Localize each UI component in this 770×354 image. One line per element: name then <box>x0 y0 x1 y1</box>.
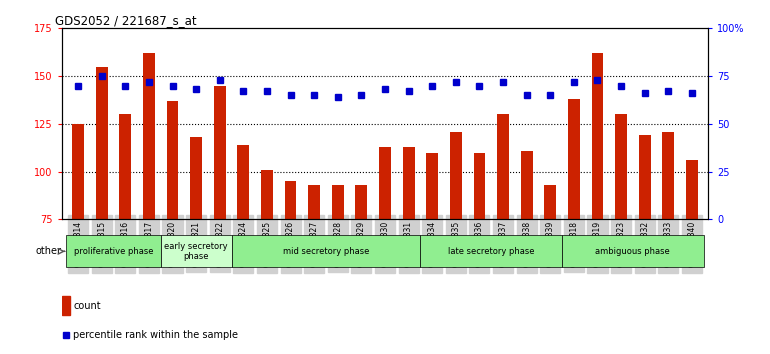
Bar <box>562 235 704 267</box>
Text: late secretory phase: late secretory phase <box>448 247 534 256</box>
Bar <box>261 170 273 219</box>
Bar <box>497 114 509 219</box>
Bar <box>450 132 462 219</box>
Bar <box>544 185 556 219</box>
Text: early secretory
phase: early secretory phase <box>164 242 228 261</box>
Bar <box>639 135 651 219</box>
Bar <box>591 53 604 219</box>
Bar <box>308 185 320 219</box>
Text: GDS2052 / 221687_s_at: GDS2052 / 221687_s_at <box>55 14 197 27</box>
Bar <box>62 296 70 315</box>
Bar <box>662 132 675 219</box>
Text: percentile rank within the sample: percentile rank within the sample <box>73 330 238 339</box>
Bar <box>161 235 232 267</box>
Bar <box>232 235 420 267</box>
Bar <box>615 114 627 219</box>
Bar <box>119 114 131 219</box>
Bar <box>332 185 343 219</box>
Text: proliferative phase: proliferative phase <box>74 247 153 256</box>
Bar <box>403 147 414 219</box>
Bar <box>214 86 226 219</box>
Bar <box>521 151 533 219</box>
Bar <box>420 235 562 267</box>
Bar <box>166 101 179 219</box>
Bar <box>285 181 296 219</box>
Text: mid secretory phase: mid secretory phase <box>283 247 369 256</box>
Bar <box>72 124 84 219</box>
Bar <box>66 235 161 267</box>
Bar <box>474 153 485 219</box>
Bar <box>190 137 202 219</box>
Bar <box>95 67 108 219</box>
Bar <box>237 145 249 219</box>
Bar <box>568 99 580 219</box>
Text: other: other <box>35 246 61 256</box>
Bar <box>356 185 367 219</box>
Bar <box>143 53 155 219</box>
Text: ambiguous phase: ambiguous phase <box>595 247 670 256</box>
Text: count: count <box>73 301 101 311</box>
Bar <box>686 160 698 219</box>
Bar <box>427 153 438 219</box>
Bar <box>379 147 391 219</box>
